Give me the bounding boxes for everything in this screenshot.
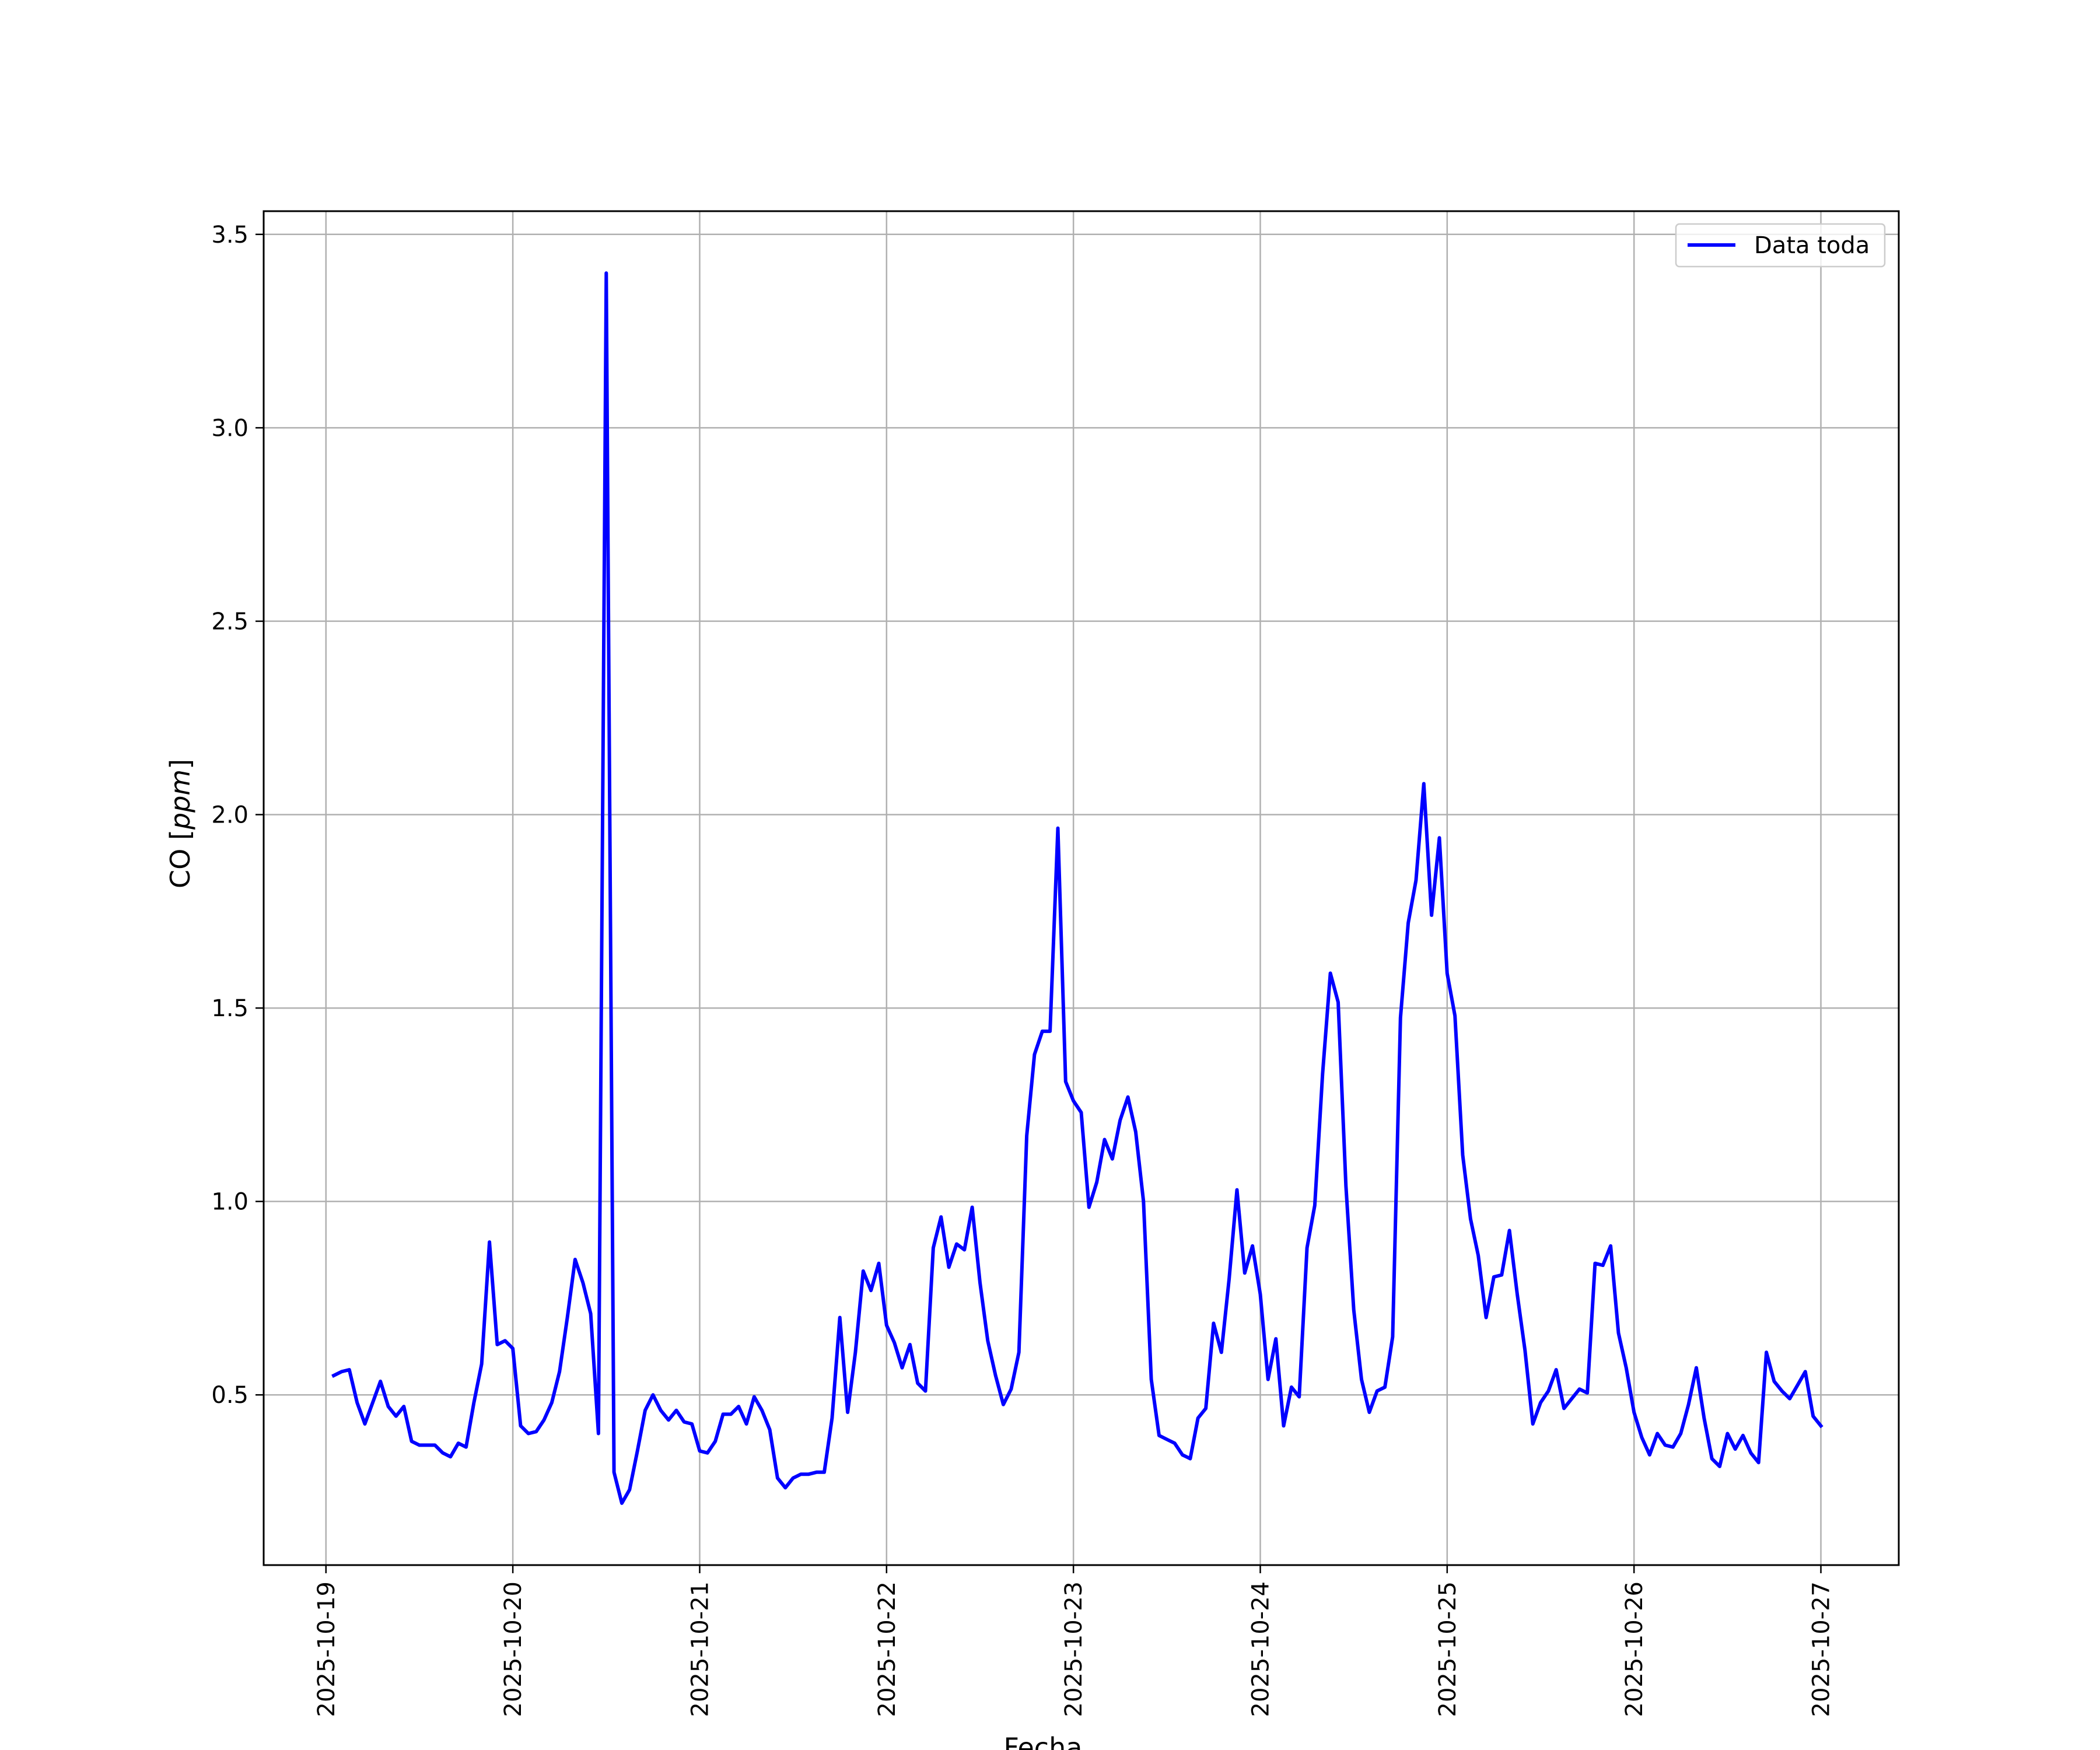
x-axis-label: Fecha: [1004, 1732, 1083, 1750]
series-layer: [331, 271, 1824, 1505]
x-tick-label: 2025-10-27: [1808, 1581, 1835, 1717]
x-tick-label: 2025-10-22: [874, 1581, 901, 1717]
y-tick-label: 3.5: [211, 222, 249, 249]
x-tick-label: 2025-10-25: [1434, 1581, 1461, 1717]
y-axis-label: CO [ppm]: [164, 759, 196, 888]
legend-entry-label: Data toda: [1754, 232, 1870, 259]
y-tick-label: 0.5: [211, 1382, 249, 1409]
y-axis-label-prefix: CO [: [164, 830, 196, 888]
plot-area-frame: [262, 210, 1900, 1566]
x-tick-label: 2025-10-24: [1247, 1581, 1274, 1717]
x-tick-label: 2025-10-23: [1060, 1581, 1087, 1717]
y-axis: 0.5 1.0 1.5 2.0 2.5 3.0 3.5: [211, 222, 264, 1409]
y-tick-label: 2.0: [211, 802, 249, 829]
grid: [264, 211, 1899, 1565]
legend-box: [1675, 223, 1886, 268]
series-line-0: [331, 271, 1824, 1505]
y-tick-label: 1.5: [211, 995, 249, 1022]
y-tick-label: 1.0: [211, 1189, 249, 1216]
x-tick-label: 2025-10-19: [313, 1581, 340, 1717]
y-axis-label-suffix: ]: [164, 759, 196, 769]
x-tick-label: 2025-10-20: [500, 1581, 527, 1717]
y-tick-label: 2.5: [211, 608, 249, 635]
x-tick-label: 2025-10-26: [1621, 1581, 1648, 1717]
y-axis-label-unit: ppm: [164, 769, 196, 830]
x-tick-label: 2025-10-21: [687, 1581, 713, 1717]
x-axis: 2025-10-19 2025-10-20 2025-10-21 2025-10-22…: [313, 1565, 1835, 1717]
legend: Data toda: [1675, 223, 1886, 268]
y-tick-label: 3.0: [211, 415, 249, 442]
